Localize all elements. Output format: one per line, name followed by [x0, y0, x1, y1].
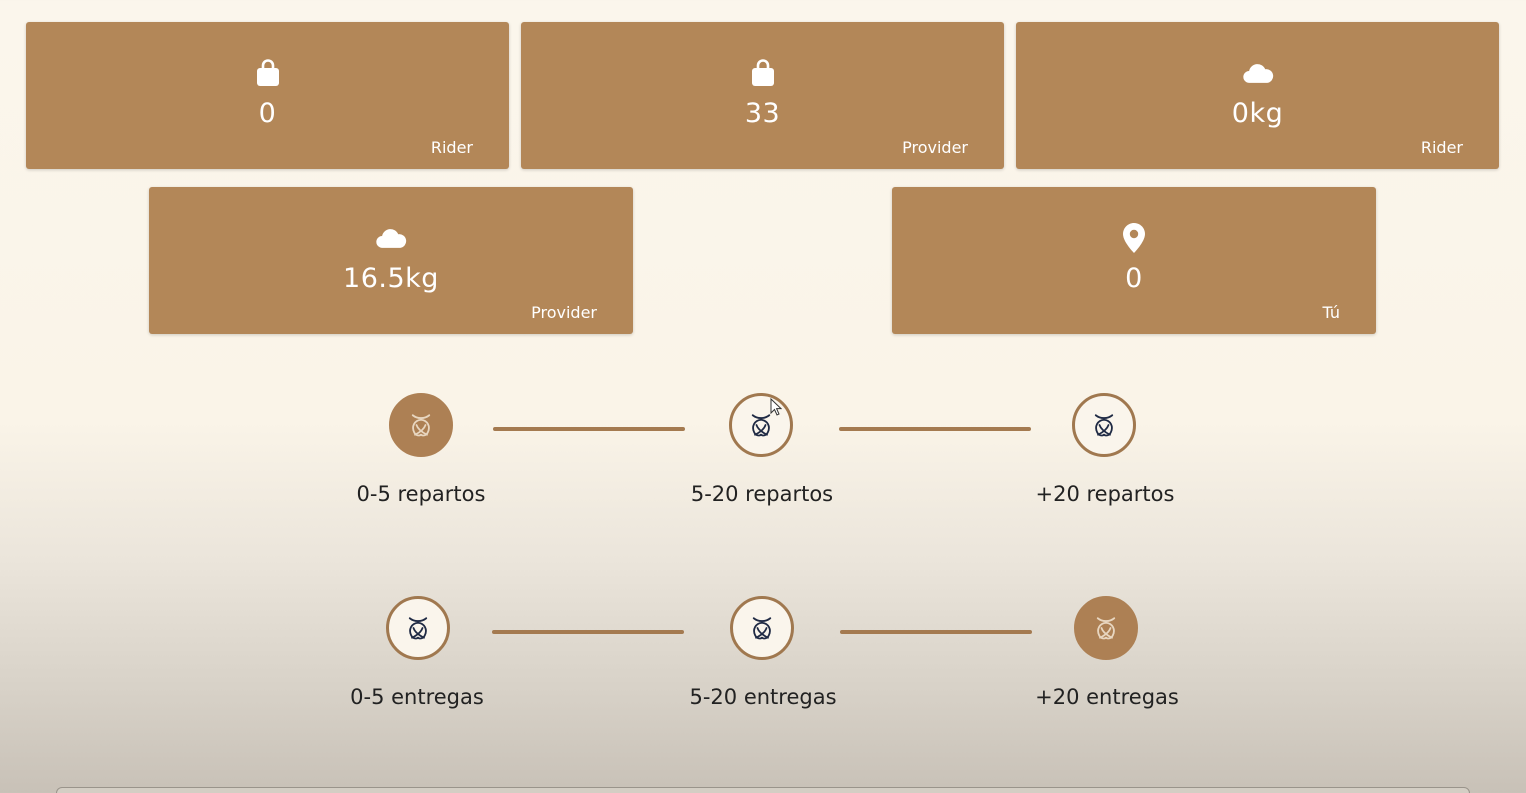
stat-card-your-location: 0 Tú [892, 187, 1376, 334]
level-badge-repartos-0-5 [389, 393, 453, 457]
level-label: +20 repartos [1035, 482, 1175, 506]
progress-connector [839, 427, 1031, 431]
knot-logo-icon [1089, 410, 1119, 440]
knot-logo-icon [403, 613, 433, 643]
level-badge-repartos-20-plus [1072, 393, 1136, 457]
stat-value: 33 [744, 98, 781, 129]
level-badge-entregas-20-plus [1074, 596, 1138, 660]
stat-owner-label: Rider [1420, 138, 1463, 157]
progress-connector [492, 630, 684, 634]
cloud-icon [1241, 56, 1275, 90]
stat-value: 0 [1125, 263, 1143, 294]
stat-card-rider-orders: 0 Rider [26, 22, 509, 169]
shopping-bag-icon [746, 56, 780, 90]
stat-value: 0 [258, 98, 277, 129]
level-badge-entregas-5-20 [730, 596, 794, 660]
stat-owner-label: Provider [531, 303, 597, 322]
stat-card-rider-weight: 0kg Rider [1016, 22, 1499, 169]
level-badge-repartos-5-20 [729, 393, 793, 457]
knot-logo-icon [1091, 613, 1121, 643]
stat-value: 0kg [1231, 98, 1284, 129]
level-badge-entregas-0-5 [386, 596, 450, 660]
bottom-panel [56, 787, 1470, 793]
mouse-cursor-icon [770, 398, 782, 416]
level-label: 0-5 entregas [350, 685, 484, 709]
shopping-bag-icon [251, 56, 285, 90]
stat-owner-label: Provider [902, 138, 968, 157]
progress-connector [840, 630, 1032, 634]
level-label: +20 entregas [1035, 685, 1179, 709]
stat-value: 16.5kg [343, 263, 439, 294]
knot-logo-icon [406, 410, 436, 440]
level-label: 5-20 entregas [689, 685, 837, 709]
stat-card-provider-orders: 33 Provider [521, 22, 1004, 169]
cloud-icon [374, 221, 408, 255]
level-label: 5-20 repartos [690, 482, 834, 506]
stat-card-provider-weight: 16.5kg Provider [149, 187, 633, 334]
level-label: 0-5 repartos [356, 482, 486, 506]
progress-connector [493, 427, 685, 431]
location-pin-icon [1117, 221, 1151, 255]
stat-owner-label: Rider [430, 138, 473, 157]
stat-owner-label: Tú [1322, 303, 1340, 322]
knot-logo-icon [747, 613, 777, 643]
